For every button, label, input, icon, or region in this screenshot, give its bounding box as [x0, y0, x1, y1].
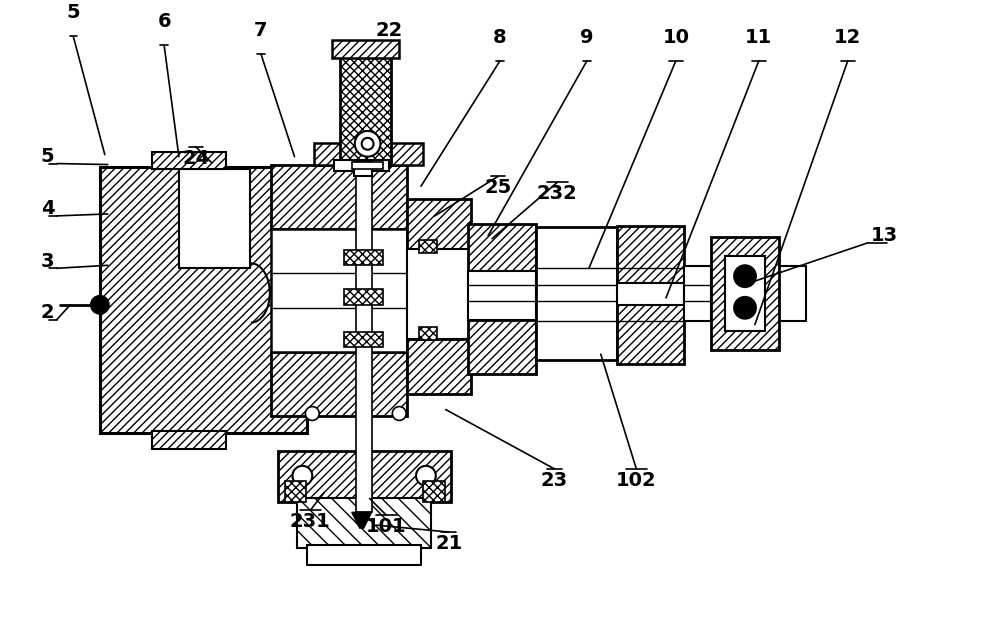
- Bar: [407, 339, 471, 394]
- Text: 8: 8: [493, 28, 507, 47]
- Bar: [725, 256, 765, 331]
- Circle shape: [305, 407, 319, 420]
- Bar: [617, 283, 684, 305]
- Circle shape: [392, 407, 406, 420]
- Bar: [344, 289, 383, 305]
- Bar: [468, 319, 536, 374]
- Circle shape: [734, 266, 756, 287]
- Bar: [332, 40, 399, 58]
- Bar: [536, 227, 617, 360]
- Text: 12: 12: [834, 28, 861, 47]
- Bar: [423, 481, 445, 503]
- Text: 23: 23: [541, 471, 568, 490]
- Bar: [152, 431, 226, 449]
- Circle shape: [355, 131, 380, 157]
- Text: 11: 11: [745, 28, 772, 47]
- Text: 13: 13: [870, 226, 898, 245]
- Bar: [271, 352, 407, 417]
- Bar: [100, 167, 307, 433]
- Text: 5: 5: [41, 147, 54, 166]
- Bar: [617, 226, 684, 285]
- Text: 5: 5: [66, 3, 80, 22]
- Bar: [314, 143, 423, 165]
- Bar: [684, 266, 711, 321]
- Bar: [278, 451, 451, 503]
- Text: 6: 6: [157, 12, 171, 31]
- Bar: [307, 545, 421, 565]
- Text: 4: 4: [41, 199, 54, 219]
- Bar: [407, 199, 471, 248]
- Circle shape: [362, 138, 374, 150]
- Bar: [179, 170, 250, 268]
- Bar: [468, 224, 536, 271]
- Polygon shape: [352, 513, 372, 528]
- Bar: [419, 240, 437, 253]
- Bar: [352, 162, 383, 170]
- Bar: [334, 160, 389, 171]
- Bar: [711, 236, 779, 350]
- Text: 101: 101: [366, 517, 407, 536]
- Circle shape: [293, 466, 312, 486]
- Bar: [297, 498, 431, 548]
- Bar: [617, 303, 684, 364]
- Text: 2: 2: [41, 303, 54, 322]
- Circle shape: [416, 466, 436, 486]
- Text: 24: 24: [182, 149, 209, 168]
- Bar: [419, 327, 437, 340]
- Text: 9: 9: [580, 28, 594, 47]
- Bar: [468, 271, 536, 319]
- Bar: [285, 481, 306, 503]
- Bar: [344, 249, 383, 266]
- Text: 10: 10: [662, 28, 689, 47]
- Circle shape: [734, 297, 756, 319]
- Bar: [354, 160, 372, 176]
- Bar: [271, 229, 407, 352]
- Text: 102: 102: [616, 471, 657, 490]
- Bar: [152, 152, 226, 170]
- Bar: [407, 248, 471, 339]
- Circle shape: [91, 296, 109, 314]
- Text: 7: 7: [254, 21, 268, 40]
- Text: 25: 25: [484, 178, 512, 197]
- Bar: [356, 171, 372, 513]
- Bar: [344, 332, 383, 347]
- Text: 21: 21: [435, 534, 462, 553]
- Text: 232: 232: [537, 184, 578, 203]
- Text: 231: 231: [290, 513, 331, 531]
- Bar: [271, 165, 407, 229]
- Text: 22: 22: [376, 21, 403, 40]
- Text: 3: 3: [41, 252, 54, 271]
- Bar: [340, 54, 391, 163]
